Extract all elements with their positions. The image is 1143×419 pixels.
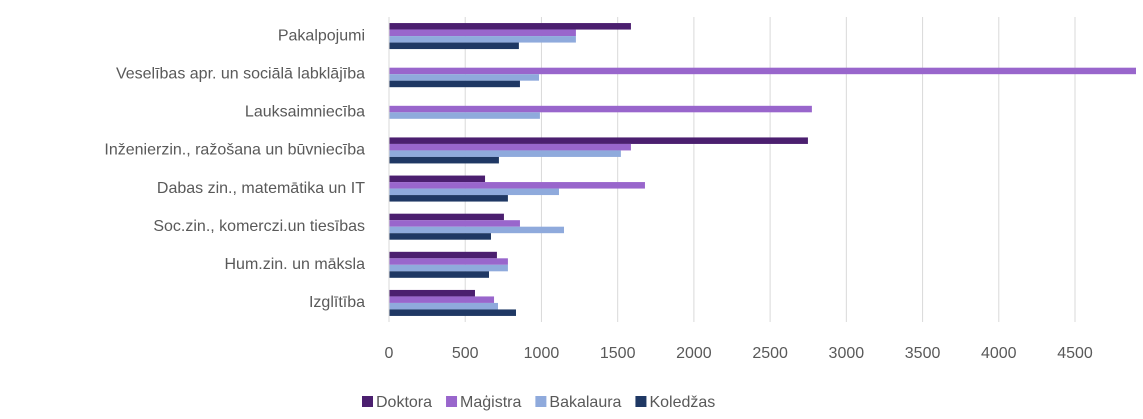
x-tick-label: 4000 bbox=[981, 345, 1017, 362]
bar bbox=[389, 289, 475, 297]
bar bbox=[389, 258, 508, 265]
bar bbox=[389, 36, 576, 43]
bar bbox=[389, 195, 508, 202]
legend-label: Koledžas bbox=[649, 394, 715, 411]
bar bbox=[389, 302, 499, 310]
bar bbox=[389, 156, 499, 164]
bar bbox=[389, 67, 1136, 75]
x-tick-label: 500 bbox=[452, 345, 479, 362]
bar bbox=[389, 251, 497, 259]
x-tick-label: 2500 bbox=[752, 345, 788, 362]
bar bbox=[389, 271, 490, 278]
bar bbox=[389, 175, 486, 183]
bar bbox=[389, 23, 631, 30]
y-tick-label: Lauksaimniecība bbox=[245, 104, 365, 121]
x-tick-label: 0 bbox=[385, 345, 394, 362]
bar bbox=[389, 105, 812, 113]
x-tick-label: 3000 bbox=[829, 345, 865, 362]
y-tick-label: Dabas zin., matemātika un IT bbox=[157, 180, 365, 197]
bar bbox=[389, 233, 491, 240]
y-tick-label: Hum.zin. un māksla bbox=[225, 256, 366, 273]
bar bbox=[389, 188, 559, 196]
bar bbox=[389, 80, 520, 88]
y-tick-label: Pakalpojumi bbox=[278, 27, 365, 44]
bar bbox=[389, 150, 621, 157]
legend-swatch bbox=[535, 396, 547, 407]
y-tick-label: Soc.zin., komerczi.un tiesības bbox=[153, 218, 365, 235]
bar bbox=[389, 29, 576, 37]
bar bbox=[389, 296, 495, 303]
bar bbox=[389, 226, 565, 234]
legend-label: Bakalaura bbox=[549, 394, 621, 411]
bar bbox=[389, 74, 540, 81]
y-tick-label: Veselības apr. un sociālā labklājība bbox=[116, 65, 365, 82]
bar bbox=[389, 309, 516, 316]
legend-label: Maģistra bbox=[460, 393, 521, 411]
x-tick-label: 1500 bbox=[600, 345, 636, 362]
legend-swatch bbox=[446, 396, 458, 407]
bar bbox=[389, 143, 631, 151]
bar bbox=[389, 213, 504, 221]
x-tick-label: 4500 bbox=[1057, 345, 1093, 362]
y-tick-label: Inženierzin., ražošana un būvniecība bbox=[104, 142, 365, 159]
bar bbox=[389, 182, 645, 189]
bar bbox=[389, 264, 508, 272]
legend-label: Doktora bbox=[376, 394, 432, 411]
bar bbox=[389, 112, 540, 119]
legend-swatch bbox=[635, 396, 647, 407]
x-tick-label: 1000 bbox=[524, 345, 560, 362]
bar bbox=[389, 220, 520, 227]
x-tick-label: 2000 bbox=[676, 345, 712, 362]
y-tick-label: Izglītība bbox=[309, 294, 365, 311]
bar bbox=[389, 137, 808, 144]
x-tick-label: 3500 bbox=[905, 345, 941, 362]
bar bbox=[389, 42, 519, 50]
legend-swatch bbox=[362, 396, 373, 407]
